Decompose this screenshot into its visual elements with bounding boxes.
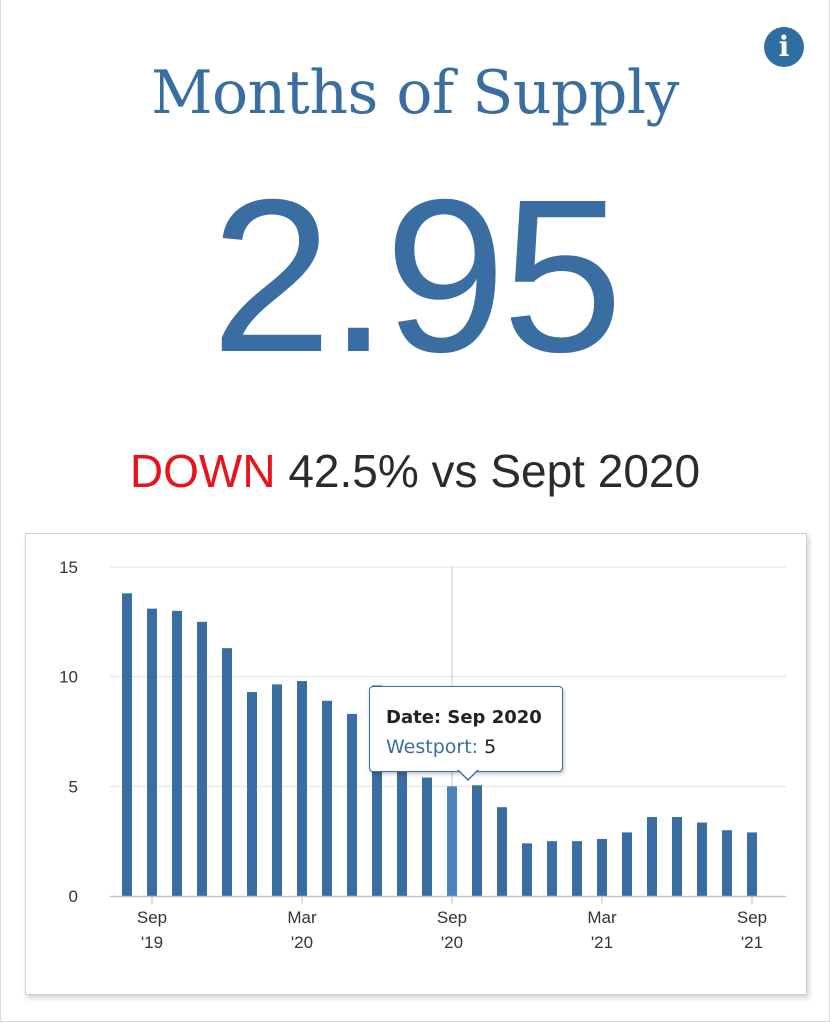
change-direction: DOWN <box>129 445 276 497</box>
tooltip-series-name: Westport: <box>386 736 479 758</box>
y-tick-label: 5 <box>69 777 78 796</box>
bar <box>522 843 532 896</box>
x-tick-label-year: '19 <box>141 933 163 952</box>
bar <box>697 822 707 896</box>
bar <box>372 685 382 896</box>
x-tick-label-year: '21 <box>741 933 763 952</box>
y-tick-label: 10 <box>59 668 78 687</box>
x-tick-label: Sep <box>437 908 467 927</box>
bar <box>147 608 157 896</box>
tooltip-row: Westport: 5 <box>386 736 496 758</box>
x-tick-label-year: '20 <box>291 933 313 952</box>
bar <box>272 684 282 896</box>
x-tick-label-year: '21 <box>591 933 613 952</box>
bar <box>572 841 582 896</box>
bar <box>247 692 257 896</box>
x-tick-label: Mar <box>287 908 317 927</box>
bar <box>722 830 732 896</box>
chart-tooltip: Date: Sep 2020 Westport: 5 <box>369 686 563 781</box>
bar <box>472 785 482 896</box>
y-tick-label: 0 <box>69 887 78 906</box>
tooltip-series-value: 5 <box>484 736 497 758</box>
bar <box>297 681 307 896</box>
bar <box>672 817 682 896</box>
card-title: Months of Supply <box>151 58 679 128</box>
bar <box>172 610 182 896</box>
metric-value: 2.95 <box>210 155 623 398</box>
bar <box>397 744 407 896</box>
bar <box>347 713 357 896</box>
bar <box>197 621 207 896</box>
bar <box>647 817 657 896</box>
tooltip-date: Date: Sep 2020 <box>386 707 542 728</box>
x-tick-label-year: '20 <box>441 933 463 952</box>
tooltip-pointer-fill <box>458 769 478 779</box>
bar <box>597 838 607 896</box>
bar <box>747 832 757 896</box>
bar <box>497 807 507 896</box>
bar <box>447 786 457 896</box>
x-tick-label: Mar <box>587 908 617 927</box>
chart-canvas: 0 5 10 15 Sep '19 Mar '20 Sep '20 Mar '21 Sep '21 <box>59 558 786 952</box>
x-tick-label: Sep <box>737 908 767 927</box>
bar <box>222 648 232 896</box>
x-tick-label: Sep <box>137 908 167 927</box>
bar <box>547 841 557 896</box>
y-tick-label: 15 <box>59 558 78 577</box>
bar-chart[interactable]: 0 5 10 15 Sep '19 Mar '20 Sep '20 Mar '21 Sep '21 Dat… <box>25 533 807 995</box>
bar <box>422 777 432 896</box>
bar <box>322 700 332 896</box>
change-summary: DOWN 42.5% vs Sept 2020 <box>1 444 829 498</box>
info-icon[interactable]: i <box>764 27 804 67</box>
change-text: 42.5% vs Sept 2020 <box>275 445 701 497</box>
bar <box>622 832 632 896</box>
bar <box>122 593 132 896</box>
